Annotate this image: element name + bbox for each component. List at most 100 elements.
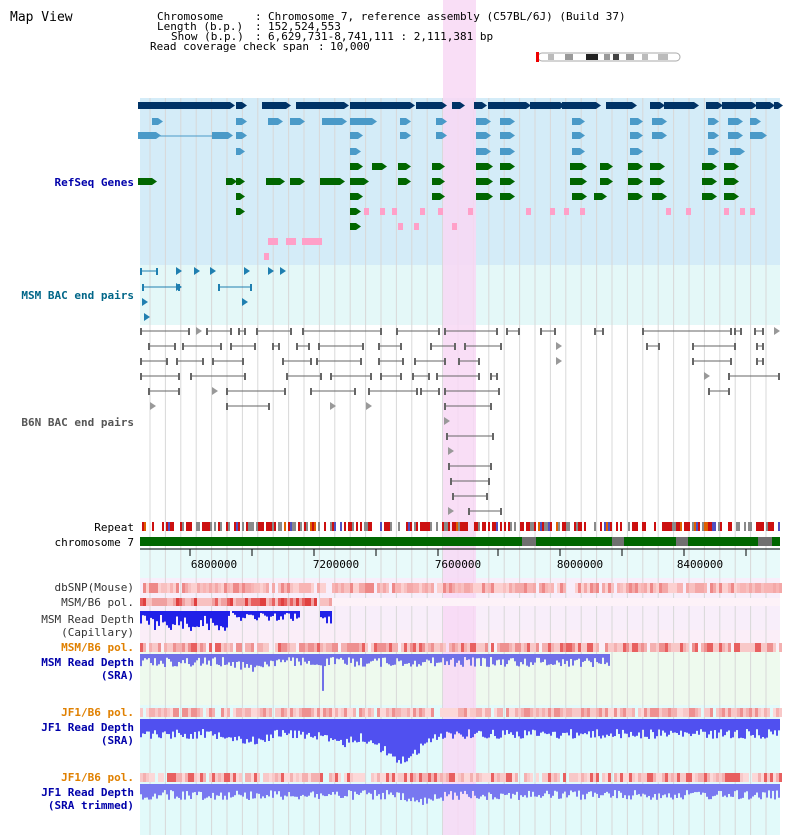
depth-bar: [156, 654, 158, 666]
depth-bar: [440, 654, 442, 663]
gene-arrow: [440, 193, 445, 200]
repeat-mark: [294, 522, 296, 531]
depth-bar: [248, 719, 250, 743]
snp-cell: [272, 773, 275, 782]
snp-cell: [626, 583, 629, 593]
depth-bar: [198, 784, 200, 792]
depth-bar: [574, 784, 576, 792]
snp-cell: [479, 643, 482, 652]
depth-bar: [560, 654, 562, 667]
depth-bar: [398, 654, 400, 662]
depth-bar: [216, 611, 218, 626]
repeat-mark: [330, 522, 332, 531]
gene-arrow: [482, 102, 487, 109]
gene-feature: [236, 132, 242, 139]
depth-bar: [322, 784, 324, 796]
snp-cell: [626, 643, 629, 652]
depth-bar: [668, 784, 670, 794]
depth-bar: [388, 784, 390, 795]
snp-cell: [476, 643, 479, 652]
snp-cell: [695, 583, 698, 593]
track-label-dbsnp: dbSNP(Mouse): [54, 581, 134, 594]
bac-end: [446, 433, 448, 440]
snp-cell: [182, 598, 185, 606]
repeat-mark: [672, 522, 674, 531]
snp-cell: [140, 773, 143, 782]
snp-cell: [416, 583, 419, 593]
depth-bar: [200, 719, 202, 736]
depth-bar: [424, 719, 426, 744]
snp-cell: [473, 643, 476, 652]
depth-bar: [758, 719, 760, 736]
snp-cell: [311, 583, 314, 593]
depth-bar: [420, 784, 422, 799]
repeat-mark: [692, 522, 694, 531]
track-label-b6n-bac[interactable]: B6N BAC end pairs: [21, 416, 134, 429]
depth-bar: [644, 719, 646, 737]
gene-arrow: [762, 132, 767, 139]
depth-bar: [444, 784, 446, 792]
depth-bar: [568, 784, 570, 796]
snp-cell: [464, 643, 467, 652]
depth-bar: [144, 654, 146, 659]
depth-bar: [368, 719, 370, 742]
snp-cell: [650, 583, 653, 593]
snp-cell: [296, 708, 299, 717]
depth-bar: [170, 784, 172, 791]
depth-bar: [320, 719, 322, 736]
depth-bar: [336, 719, 338, 741]
depth-bar: [776, 719, 778, 736]
depth-bar: [570, 784, 572, 791]
bac-marker: [244, 267, 250, 275]
snp-cell: [161, 708, 164, 717]
depth-bar: [178, 719, 180, 733]
bac-end: [594, 328, 596, 335]
pink-transcript: [666, 208, 671, 215]
depth-bar: [216, 654, 218, 665]
depth-bar: [772, 784, 774, 791]
snp-cell: [308, 583, 311, 593]
depth-bar: [740, 719, 742, 738]
depth-bar: [320, 654, 322, 666]
depth-bar: [514, 784, 516, 795]
snp-cell: [260, 583, 263, 593]
bac-end: [316, 358, 318, 365]
snp-cell: [188, 598, 191, 606]
snp-cell: [380, 583, 383, 593]
snp-cell: [692, 773, 695, 782]
depth-bar: [328, 654, 330, 665]
snp-cell: [716, 708, 719, 717]
repeat-mark: [538, 522, 540, 531]
gene-feature: [630, 148, 638, 155]
pink-transcript: [686, 208, 691, 215]
depth-bar: [280, 654, 282, 663]
depth-bar: [700, 784, 702, 795]
snp-cell: [290, 708, 293, 717]
depth-bar: [332, 784, 334, 792]
bac-end: [178, 284, 180, 291]
snp-cell: [773, 708, 776, 717]
depth-bar: [298, 654, 300, 662]
snp-cell: [485, 643, 488, 652]
snp-cell: [467, 773, 470, 782]
pink-transcript: [380, 208, 385, 215]
snp-cell: [482, 643, 485, 652]
snp-cell: [602, 708, 605, 717]
depth-bar: [266, 654, 268, 665]
track-label-refseq-genes[interactable]: RefSeq Genes: [54, 176, 134, 189]
snp-cell: [491, 773, 494, 782]
depth-bar: [142, 719, 144, 734]
snp-cell: [329, 643, 332, 652]
snp-cell: [158, 643, 161, 652]
gene-arrow: [638, 132, 643, 139]
track-label-msm-bac[interactable]: MSM BAC end pairs: [21, 289, 134, 302]
depth-bar: [660, 784, 662, 799]
snp-cell: [215, 643, 218, 652]
depth-bar: [778, 719, 780, 731]
depth-bar: [496, 784, 498, 799]
snp-cell: [410, 583, 413, 593]
snp-cell: [188, 708, 191, 717]
bac-end: [464, 343, 466, 350]
depth-bar: [642, 719, 644, 730]
